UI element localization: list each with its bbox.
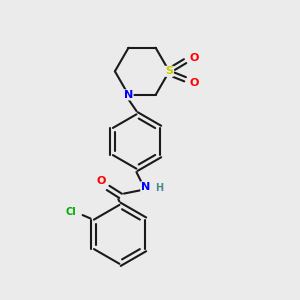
Text: H: H	[155, 183, 163, 193]
Text: Cl: Cl	[66, 207, 77, 217]
Text: O: O	[97, 176, 106, 186]
Text: S: S	[165, 66, 173, 76]
Text: O: O	[190, 78, 199, 88]
Text: O: O	[190, 53, 199, 63]
Text: N: N	[141, 182, 150, 192]
Text: N: N	[124, 90, 133, 100]
